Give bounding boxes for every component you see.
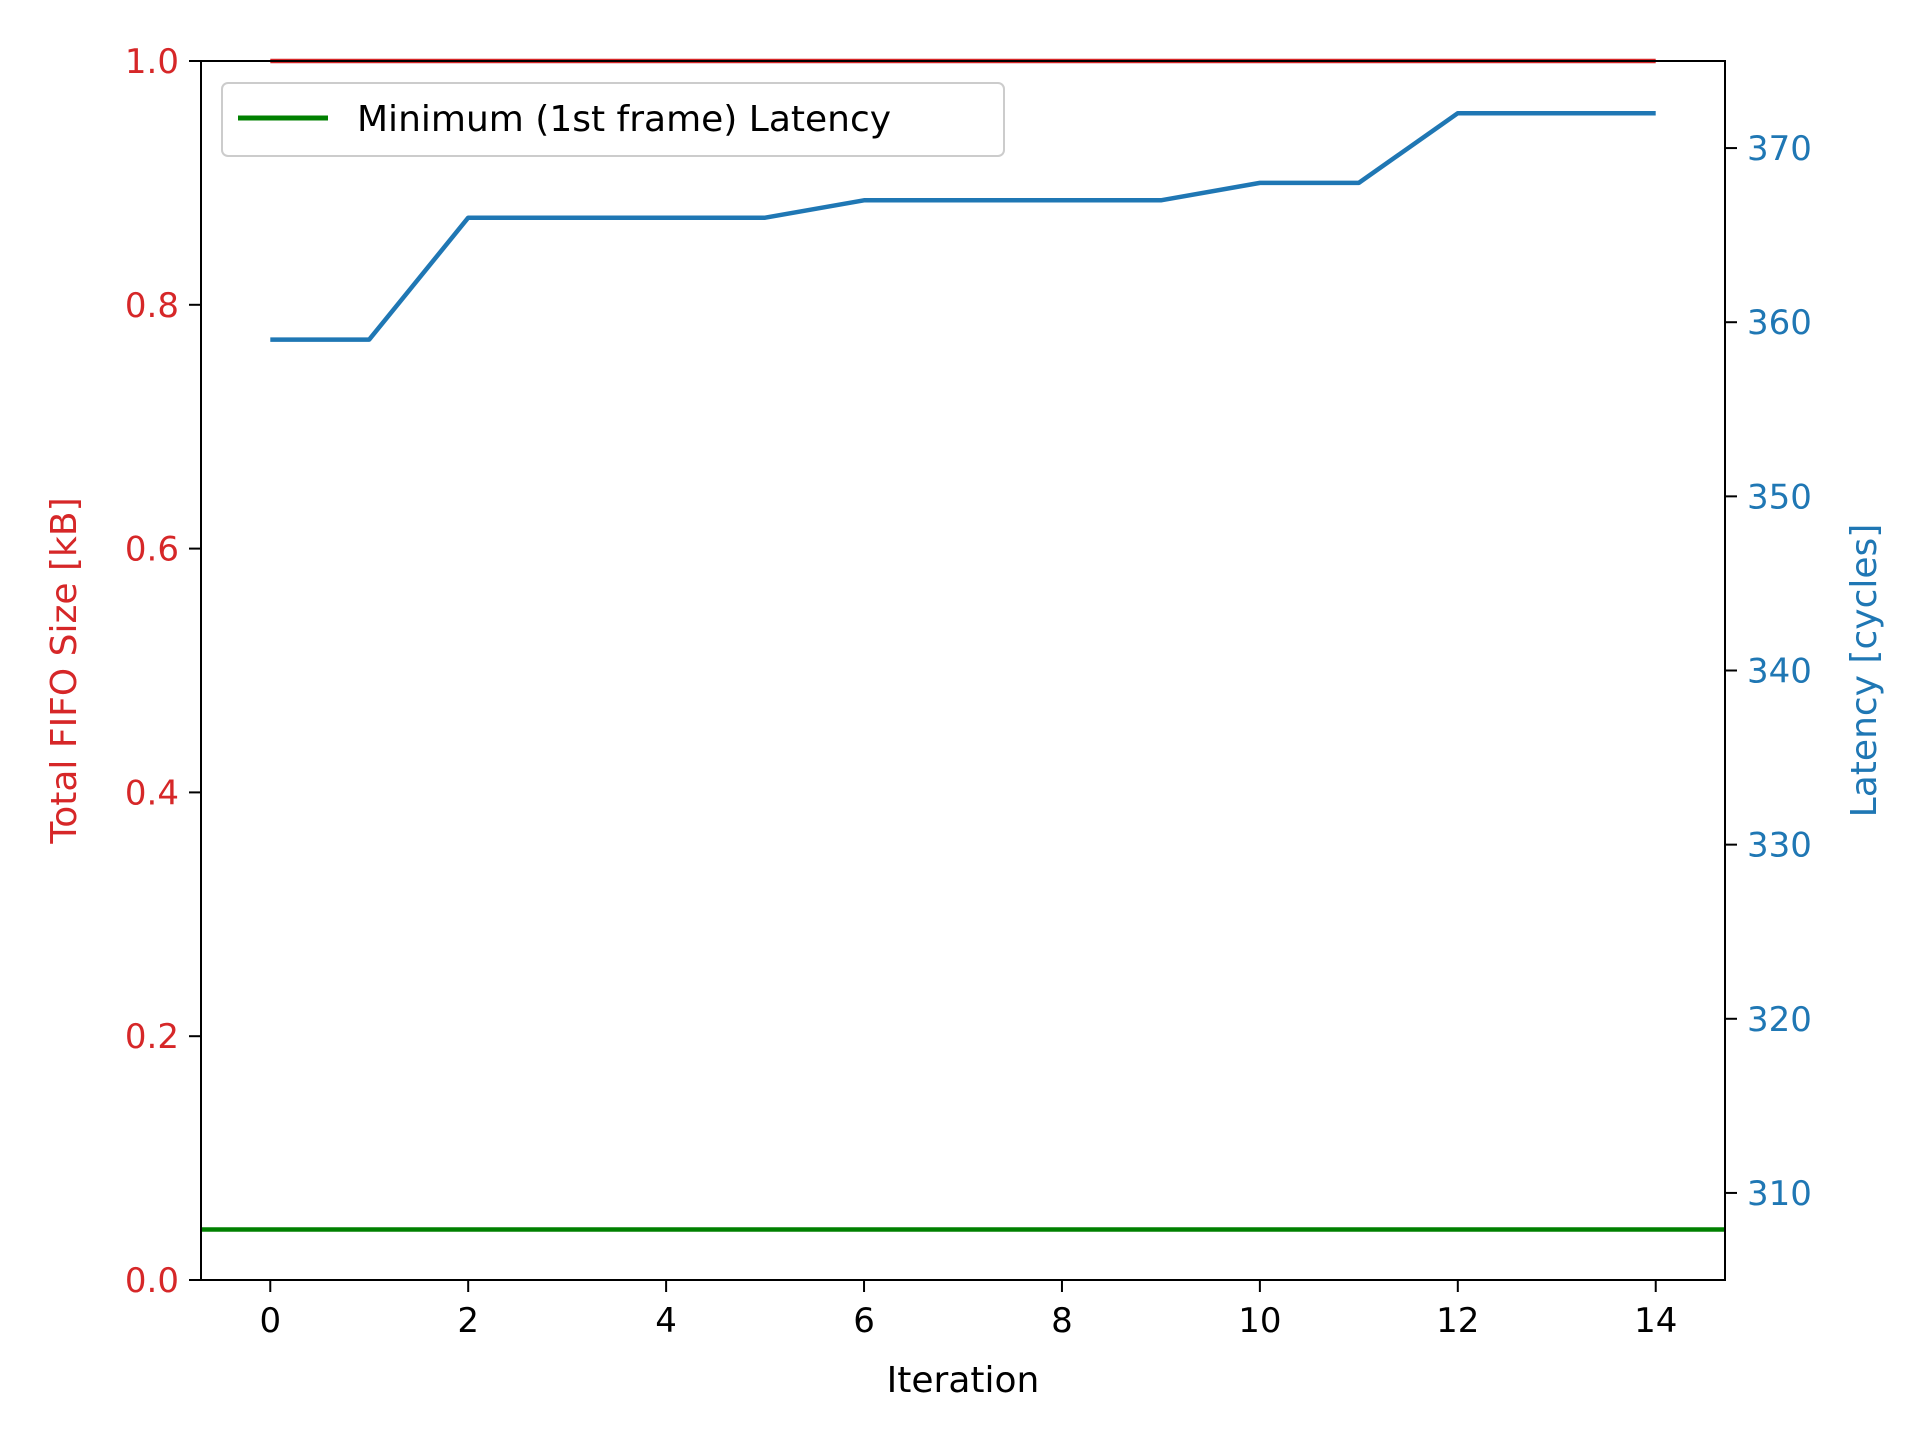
- x-axis-label: Iteration: [887, 1360, 1040, 1401]
- right-y-tick-label: 360: [1747, 303, 1812, 343]
- x-tick-label: 2: [457, 1301, 479, 1341]
- right-y-tick-label: 320: [1747, 1000, 1812, 1040]
- axes-layer: 0 2 4 6 8 10 12 14 0.0 0.2 0.4 0.6 0.8 1.0 310 320 330 34…: [125, 42, 1812, 1341]
- legend: Minimum (1st frame) Latency: [221, 82, 1005, 157]
- x-tick-label: 12: [1436, 1301, 1479, 1341]
- left-y-axis-label: Total FIFO Size [kB]: [44, 497, 85, 844]
- x-tick-label: 4: [655, 1301, 677, 1341]
- right-y-axis-label: Latency [cycles]: [1844, 524, 1885, 818]
- series-line-right-axis: [270, 110, 1656, 342]
- right-y-tick-label: 340: [1747, 652, 1812, 692]
- left-y-tick-label: 0.2: [125, 1017, 179, 1057]
- right-y-tick-label: 370: [1747, 129, 1812, 169]
- legend-box: [221, 82, 1005, 157]
- x-tick-label: 8: [1051, 1301, 1073, 1341]
- x-tick-label: 14: [1634, 1301, 1677, 1341]
- legend-label-minimum-latency: Minimum (1st frame) Latency: [357, 99, 891, 140]
- right-y-tick-label: 310: [1747, 1174, 1812, 1214]
- x-tick-label: 10: [1238, 1301, 1281, 1341]
- right-y-tick-label: 330: [1747, 826, 1812, 866]
- left-y-tick-label: 0.4: [125, 773, 179, 813]
- x-tick-label: 0: [259, 1301, 281, 1341]
- left-y-tick-label: 0.8: [125, 286, 179, 326]
- right-y-tick-label: 350: [1747, 477, 1812, 517]
- left-y-tick-label: 1.0: [125, 42, 179, 82]
- left-y-tick-label: 0.0: [125, 1261, 179, 1301]
- left-y-tick-label: 0.6: [125, 530, 179, 570]
- x-tick-label: 6: [853, 1301, 875, 1341]
